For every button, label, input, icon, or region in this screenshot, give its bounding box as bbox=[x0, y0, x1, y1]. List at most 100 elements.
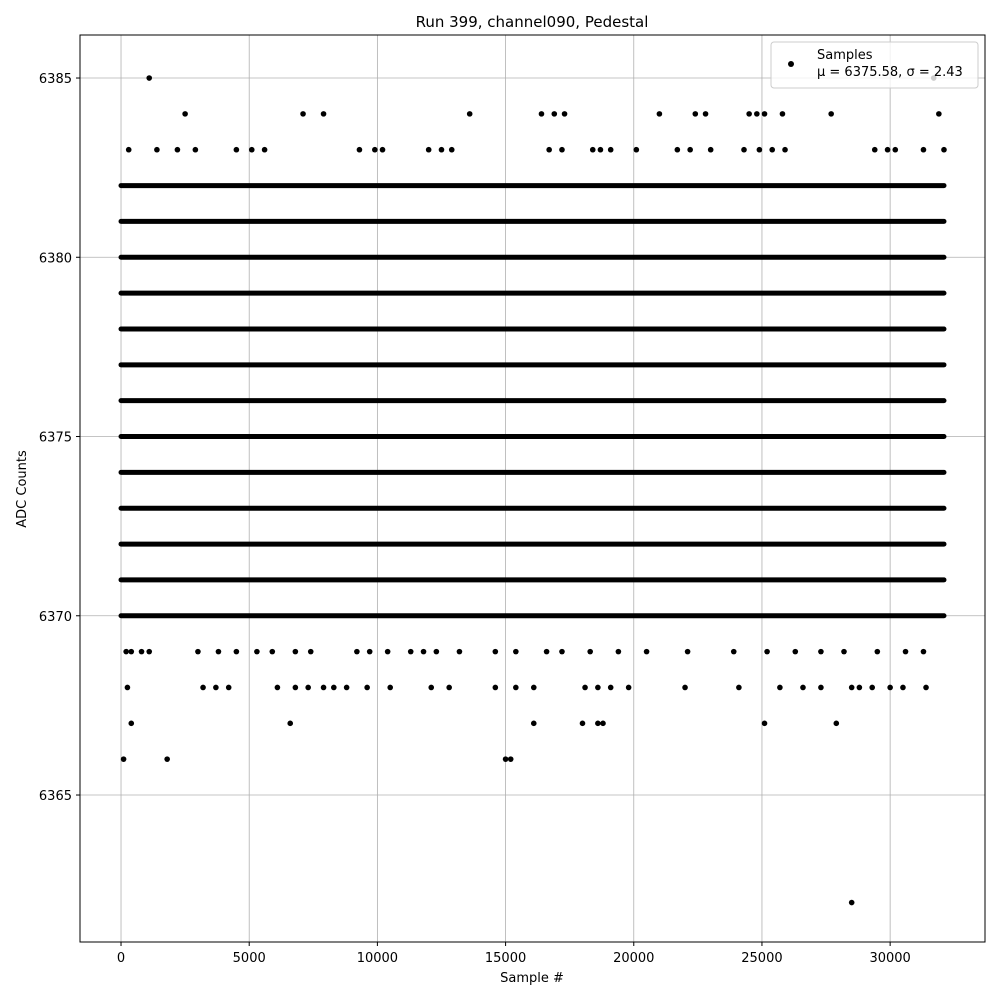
sample-point bbox=[307, 648, 314, 655]
sample-point bbox=[841, 648, 847, 655]
y-tick-label: 6375 bbox=[39, 431, 72, 446]
sample-point bbox=[597, 146, 604, 153]
sample-point bbox=[213, 684, 219, 691]
sample-point bbox=[200, 684, 206, 691]
sample-point bbox=[125, 146, 132, 153]
axis-ticks: 0 5000 10000 15000 20000 25000 30000 6365 6370 63… bbox=[39, 72, 911, 966]
sample-point bbox=[828, 111, 834, 117]
sample-point bbox=[936, 111, 942, 117]
sample-point bbox=[684, 648, 691, 655]
sample-point bbox=[356, 146, 363, 153]
x-tick-label: 30000 bbox=[869, 951, 910, 966]
sample-point bbox=[559, 146, 565, 153]
sample-point bbox=[502, 756, 509, 762]
sample-point bbox=[138, 648, 145, 655]
sample-point bbox=[702, 111, 709, 117]
sample-point bbox=[761, 111, 768, 117]
plot-area-frame bbox=[79, 34, 986, 943]
sample-point bbox=[779, 111, 786, 117]
sample-point bbox=[887, 684, 893, 691]
sample-point bbox=[625, 684, 632, 691]
sample-point bbox=[782, 146, 788, 153]
sample-point bbox=[513, 648, 519, 655]
x-tick-label: 0 bbox=[117, 951, 125, 966]
x-axis-label: Sample # bbox=[500, 971, 564, 986]
sample-point bbox=[261, 146, 268, 153]
sample-point bbox=[530, 720, 537, 727]
sample-point bbox=[587, 648, 593, 655]
sample-point bbox=[920, 648, 927, 655]
legend-series-name: Samples bbox=[817, 48, 873, 63]
sample-point bbox=[192, 146, 199, 153]
sample-point bbox=[407, 648, 414, 655]
chart-title: Run 399, channel090, Pedestal bbox=[416, 13, 649, 31]
y-tick-label: 6370 bbox=[39, 610, 72, 625]
sample-point bbox=[920, 146, 927, 153]
sample-point bbox=[656, 111, 663, 117]
sample-point bbox=[692, 111, 699, 117]
sample-point bbox=[154, 146, 160, 153]
x-tick-label: 5000 bbox=[233, 951, 266, 966]
sample-point bbox=[492, 684, 499, 691]
sample-point bbox=[736, 684, 742, 691]
sample-point bbox=[146, 75, 153, 81]
sample-point bbox=[730, 648, 737, 655]
sample-point bbox=[607, 684, 614, 691]
y-tick-label: 6385 bbox=[39, 72, 72, 87]
y-axis-label: ADC Counts bbox=[15, 450, 30, 528]
sample-point bbox=[274, 684, 281, 691]
sample-point bbox=[364, 684, 370, 691]
sample-point bbox=[633, 146, 640, 153]
sample-point bbox=[292, 684, 299, 691]
sample-point bbox=[546, 146, 552, 153]
sample-point bbox=[513, 684, 519, 691]
legend-box bbox=[770, 41, 979, 89]
sample-point bbox=[420, 648, 427, 655]
sample-point bbox=[174, 146, 181, 153]
sample-point bbox=[215, 648, 222, 655]
sample-point bbox=[425, 146, 432, 153]
sample-point bbox=[248, 146, 255, 153]
sample-point bbox=[869, 684, 875, 691]
sample-point bbox=[741, 146, 747, 153]
sample-point bbox=[884, 146, 891, 153]
sample-point bbox=[233, 648, 240, 655]
sample-point bbox=[892, 146, 899, 153]
sample-point bbox=[856, 684, 863, 691]
sample-point bbox=[269, 648, 276, 655]
sample-point bbox=[769, 146, 776, 153]
legend-stats: μ = 6375.58, σ = 2.43 bbox=[817, 65, 963, 80]
sample-point bbox=[674, 146, 681, 153]
sample-point bbox=[492, 648, 499, 655]
sample-point bbox=[551, 111, 558, 117]
sample-point bbox=[225, 684, 232, 691]
sample-point bbox=[871, 146, 878, 153]
sample-point bbox=[433, 648, 440, 655]
sample-point bbox=[874, 648, 881, 655]
x-tick-label: 15000 bbox=[485, 951, 526, 966]
sample-point bbox=[941, 146, 947, 153]
legend-marker bbox=[788, 61, 794, 67]
sample-point bbox=[595, 684, 601, 691]
sample-point bbox=[595, 720, 601, 727]
sample-point bbox=[682, 684, 688, 691]
sample-point bbox=[124, 684, 131, 691]
sample-point bbox=[589, 146, 596, 153]
sample-point bbox=[146, 648, 153, 655]
sample-point bbox=[195, 648, 201, 655]
sample-point bbox=[343, 684, 350, 691]
sample-point bbox=[754, 111, 760, 117]
sample-point bbox=[507, 756, 514, 762]
sample-point bbox=[746, 111, 752, 117]
sample-point bbox=[128, 720, 135, 727]
sample-point bbox=[387, 684, 394, 691]
sample-point bbox=[331, 684, 337, 691]
sample-point bbox=[848, 684, 855, 691]
sample-point bbox=[582, 684, 588, 691]
sample-point bbox=[438, 146, 445, 153]
x-tick-label: 25000 bbox=[741, 951, 782, 966]
sample-point bbox=[900, 684, 906, 691]
sample-point bbox=[254, 648, 260, 655]
